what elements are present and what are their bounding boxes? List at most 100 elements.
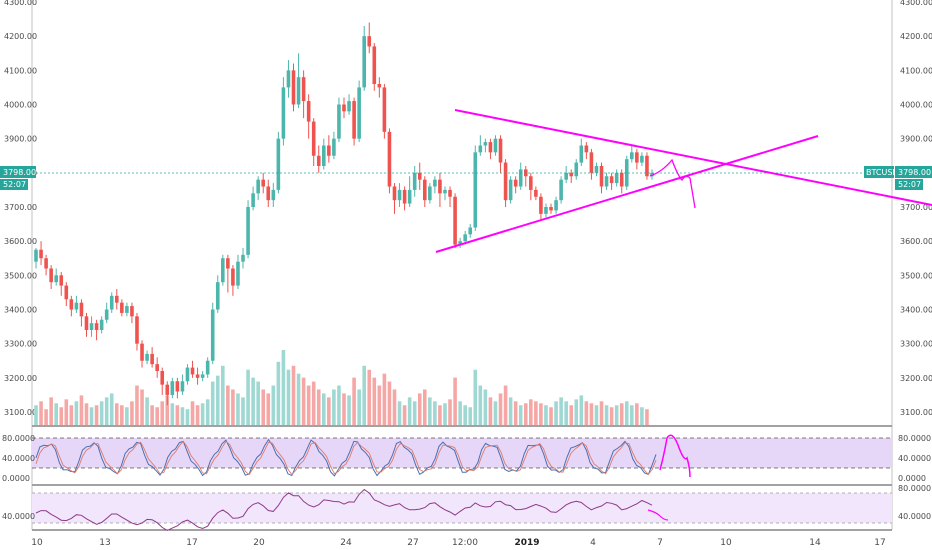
volume-bar-83 — [453, 377, 457, 425]
y-tick-left-2: 4100.00 — [4, 66, 37, 75]
candle-body-93 — [503, 162, 508, 201]
volume-bar-110 — [589, 403, 594, 425]
main-pane[interactable] — [32, 0, 892, 426]
volume-bar-29 — [180, 407, 185, 425]
rsi-right-tick-40: 40.0000 — [898, 512, 931, 521]
y-tick-right-2: 4100.00 — [900, 66, 932, 75]
y-tick-left-1: 4200.00 — [4, 32, 37, 41]
candle-body-100 — [539, 196, 543, 214]
volume-bar-88 — [478, 385, 483, 425]
candle-body-79 — [433, 179, 437, 187]
triangle-upper-line[interactable] — [454, 109, 932, 206]
volume-bar-101 — [544, 405, 548, 425]
candle-body-19 — [130, 306, 134, 317]
candle-body-121 — [645, 155, 649, 177]
volume-bar-102 — [549, 407, 553, 425]
candle-body-48 — [276, 138, 281, 190]
candle-body-35 — [210, 309, 215, 361]
volume-bar-105 — [564, 401, 568, 425]
volume-bar-82 — [448, 399, 452, 425]
candle-body-23 — [150, 353, 154, 365]
candle-body-14 — [104, 309, 109, 320]
volume-bar-121 — [645, 409, 649, 425]
candle-body-65 — [362, 36, 366, 88]
volume-bar-81 — [443, 403, 447, 425]
candle-body-42 — [246, 207, 250, 255]
candle-body-113 — [604, 176, 609, 187]
volume-bar-66 — [367, 369, 372, 425]
volume-bar-20 — [135, 385, 139, 425]
countdown-badge-left — [0, 179, 28, 190]
stoch-left-tick-80: 80.0000 — [2, 434, 35, 443]
candle-body-67 — [372, 46, 377, 84]
projection-scribble-rsi[interactable] — [647, 509, 669, 521]
projection-scribble-stoch[interactable] — [659, 434, 691, 478]
candle-body-115 — [614, 172, 619, 184]
volume-bar-12 — [94, 405, 99, 425]
volume-bar-16 — [114, 403, 119, 425]
projection-scribble-price[interactable] — [649, 158, 696, 209]
candle-body-30 — [185, 367, 190, 382]
candle-body-21 — [140, 343, 144, 361]
volume-bar-46 — [266, 393, 271, 425]
volume-bar-98 — [529, 399, 533, 425]
volume-bar-26 — [165, 395, 170, 425]
x-tick-8: 4 — [590, 538, 596, 548]
rsi-band — [32, 493, 892, 523]
stoch-left-tick-40: 40.0000 — [2, 454, 35, 463]
candle-body-32 — [195, 374, 200, 378]
volume-bar-45 — [261, 389, 266, 425]
triangle-lower-line[interactable] — [435, 135, 819, 253]
volume-bar-64 — [357, 389, 361, 425]
candle-body-26 — [165, 384, 170, 395]
candle-body-86 — [468, 227, 473, 235]
volume-bar-72 — [397, 401, 402, 425]
volume-bar-0 — [34, 405, 38, 425]
candle-body-51 — [291, 70, 296, 105]
candle-body-27 — [170, 381, 175, 395]
y-tick-right-11: 3200.00 — [900, 374, 932, 383]
x-tick-5: 27 — [407, 538, 418, 548]
candle-body-54 — [306, 101, 311, 122]
candle-body-110 — [589, 152, 594, 173]
candle-body-40 — [236, 261, 240, 286]
volume-bar-70 — [387, 381, 392, 425]
volume-bar-115 — [614, 405, 619, 425]
volume-bar-86 — [468, 407, 473, 425]
y-tick-left-9: 3400.00 — [4, 306, 37, 315]
candle-body-22 — [145, 353, 149, 361]
volume-bar-62 — [347, 395, 351, 425]
candle-body-18 — [125, 306, 129, 313]
candle-body-116 — [619, 172, 624, 187]
y-tick-left-6: 3700.00 — [4, 203, 37, 212]
candle-body-44 — [256, 179, 260, 194]
volume-bar-85 — [463, 405, 467, 425]
candle-body-81 — [443, 189, 447, 194]
volume-bar-99 — [534, 401, 538, 425]
volume-bar-96 — [518, 405, 523, 425]
candle-body-70 — [387, 131, 392, 187]
volume-bar-84 — [458, 401, 462, 425]
last-price-badge-right — [895, 166, 932, 178]
candle-body-24 — [155, 364, 159, 371]
volume-bar-60 — [337, 385, 341, 425]
y-tick-right-6: 3700.00 — [900, 203, 932, 212]
volume-bar-108 — [579, 395, 584, 425]
volume-bar-116 — [619, 403, 624, 425]
volume-bar-38 — [226, 385, 230, 425]
x-tick-10: 10 — [720, 538, 732, 548]
volume-bar-69 — [382, 373, 387, 425]
y-tick-left-0: 4300.00 — [4, 0, 37, 7]
candle-body-15 — [109, 295, 114, 310]
volume-bar-25 — [160, 401, 165, 425]
candle-body-5 — [59, 275, 64, 286]
volume-bar-68 — [377, 385, 382, 425]
volume-bar-65 — [362, 365, 366, 425]
volume-bar-19 — [130, 401, 134, 425]
candle-body-10 — [84, 316, 89, 330]
candle-body-118 — [630, 152, 634, 160]
candle-body-57 — [322, 145, 326, 166]
y-tick-right-3: 4000.00 — [900, 101, 932, 110]
volume-bar-22 — [145, 397, 149, 425]
